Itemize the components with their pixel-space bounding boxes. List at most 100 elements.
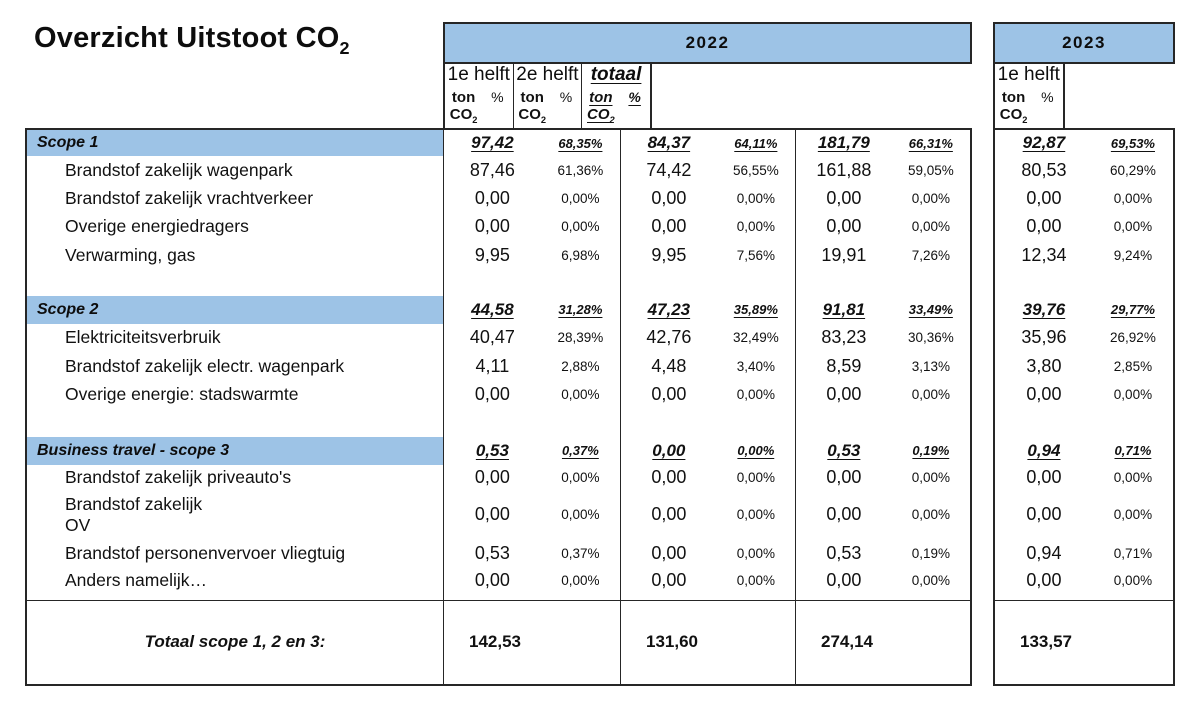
cell-h2: 9,95 7,56% xyxy=(620,241,795,270)
spacer-cell xyxy=(25,592,443,600)
section-label: Scope 2 xyxy=(25,295,443,324)
value-pct: 68,35% xyxy=(558,135,603,151)
spacer-cell xyxy=(443,592,620,600)
value-ton: 0,00 xyxy=(652,440,686,460)
value-ton: 39,76 xyxy=(1022,299,1066,319)
column-gap xyxy=(972,593,993,600)
spacer-cell xyxy=(443,408,620,437)
value-ton: 0,94 xyxy=(1027,440,1061,460)
cell-h1: 97,42 68,35% xyxy=(443,128,620,156)
column-gap xyxy=(972,465,993,490)
column-gap xyxy=(972,184,993,212)
column-gap xyxy=(972,409,993,437)
table-row: Brandstof zakelijk electr. wagenpark 4,11… xyxy=(25,351,1175,381)
page-title: Overzicht Uitstoot CO2 xyxy=(34,22,350,59)
column-gap xyxy=(972,568,993,593)
cell-h2: 0,00 0,00% xyxy=(620,436,795,465)
spacer-cell xyxy=(25,408,443,437)
cell-tot: 91,81 33,49% xyxy=(795,295,972,324)
unit-ton-subscript: 2 xyxy=(1022,114,1028,125)
unit-ton-subscript: 2 xyxy=(472,114,478,125)
value-pct: 66,31% xyxy=(908,135,953,151)
value-ton: 19,91 xyxy=(821,244,867,265)
cell-tot: 0,00 0,00% xyxy=(795,212,972,242)
unit-ton-label: ton CO2 xyxy=(449,88,478,125)
table-body: Scope 1 97,42 68,35% 84,37 64,11% 181,79 66,31… xyxy=(25,128,1175,687)
value-pct: 0,00% xyxy=(736,469,775,485)
cell-y23: 0,00 0,00% xyxy=(993,489,1175,540)
cell-tot: 161,88 59,05% xyxy=(795,156,972,185)
period-label: 1e helft xyxy=(997,63,1060,85)
grand-total-value: 142,53 xyxy=(469,632,521,652)
cell-h2: 0,00 0,00% xyxy=(620,539,795,568)
cell-h1: 0,00 0,00% xyxy=(443,567,620,593)
row-label: Elektriciteitsverbruik xyxy=(25,323,443,352)
value-ton: 0,00 xyxy=(1026,216,1062,237)
page-title-text: Overzicht Uitstoot CO xyxy=(34,22,340,54)
column-gap xyxy=(972,296,993,324)
cell-h2: 4,48 3,40% xyxy=(620,351,795,381)
table-row: Overige energiedragers 0,00 0,00% 0,00 0,00%… xyxy=(25,212,1175,242)
value-pct: 32,49% xyxy=(732,330,779,346)
cell-h1: 0,00 0,00% xyxy=(443,464,620,490)
value-pct: 3,13% xyxy=(911,358,950,374)
value-ton: 0,00 xyxy=(826,216,862,237)
row-label: Overige energie: stadswarmte xyxy=(25,380,443,409)
value-pct: 0,71% xyxy=(1113,546,1153,562)
value-ton: 0,00 xyxy=(826,504,862,525)
value-pct: 0,00% xyxy=(736,387,775,403)
spacer-cell xyxy=(993,408,1175,437)
value-pct: 0,00% xyxy=(736,546,775,562)
cell-h1: 0,53 0,37% xyxy=(443,436,620,465)
cell-y23: 0,00 0,00% xyxy=(993,567,1175,593)
value-pct: 7,56% xyxy=(736,247,775,263)
value-pct: 0,00% xyxy=(1113,191,1153,207)
value-pct: 7,26% xyxy=(911,247,950,263)
value-pct: 0,00% xyxy=(1113,387,1153,403)
row-label: Brandstof zakelijk OV xyxy=(25,489,443,540)
spacer-row xyxy=(25,408,1175,437)
value-ton: 9,95 xyxy=(651,244,687,265)
row-label: Brandstof personenvervoer vliegtuig xyxy=(25,539,443,568)
row-label: Brandstof zakelijk priveauto's xyxy=(25,464,443,490)
value-pct: 0,00% xyxy=(736,507,775,523)
value-pct: 0,00% xyxy=(911,387,950,403)
value-ton: 0,00 xyxy=(826,569,862,590)
value-ton: 0,00 xyxy=(651,188,687,209)
table-row: Verwarming, gas 9,95 6,98% 9,95 7,56% 19,91 7,… xyxy=(25,241,1175,270)
value-pct: 0,00% xyxy=(561,191,600,207)
grand-total-value: 133,57 xyxy=(1020,632,1072,652)
cell-y23: 39,76 29,77% xyxy=(993,295,1175,324)
cell-h2: 47,23 35,89% xyxy=(620,295,795,324)
value-ton: 161,88 xyxy=(816,159,872,180)
value-pct: 0,00% xyxy=(737,443,775,459)
spacer-cell xyxy=(993,269,1175,296)
unit-pct-label: % xyxy=(628,88,641,105)
value-ton: 0,00 xyxy=(474,188,510,209)
cell-y23: 0,94 0,71% xyxy=(993,436,1175,465)
unit-pct-label: % xyxy=(1041,88,1054,105)
subheader-2023: 1e helft ton CO2% xyxy=(993,64,1175,128)
value-ton: 0,00 xyxy=(474,569,510,590)
unit-row: ton CO2% xyxy=(514,89,582,125)
cell-tot: 0,53 0,19% xyxy=(795,436,972,465)
unit-pct-label: % xyxy=(559,88,573,105)
spacer-row xyxy=(25,269,1175,296)
value-ton: 0,00 xyxy=(651,216,687,237)
table-row: Anders namelijk… 0,00 0,00% 0,00 0,00% 0,00 0,… xyxy=(25,567,1175,593)
table-row: Brandstof personenvervoer vliegtuig 0,53 0… xyxy=(25,539,1175,568)
grand-total-cell-tot: 274,14 xyxy=(795,599,972,687)
value-ton: 0,00 xyxy=(651,504,687,525)
spacer-row xyxy=(25,592,1175,600)
column-gap xyxy=(972,213,993,241)
spacer-cell xyxy=(25,269,443,296)
value-ton: 0,53 xyxy=(826,543,862,564)
cell-h2: 0,00 0,00% xyxy=(620,567,795,593)
value-pct: 30,36% xyxy=(907,330,954,346)
spacer-cell xyxy=(795,592,972,600)
cell-tot: 83,23 30,36% xyxy=(795,323,972,352)
table-row: Overige energie: stadswarmte 0,00 0,00% 0,0… xyxy=(25,380,1175,409)
row-label: Verwarming, gas xyxy=(25,241,443,270)
grand-total-label: Totaal scope 1, 2 en 3: xyxy=(25,599,443,687)
